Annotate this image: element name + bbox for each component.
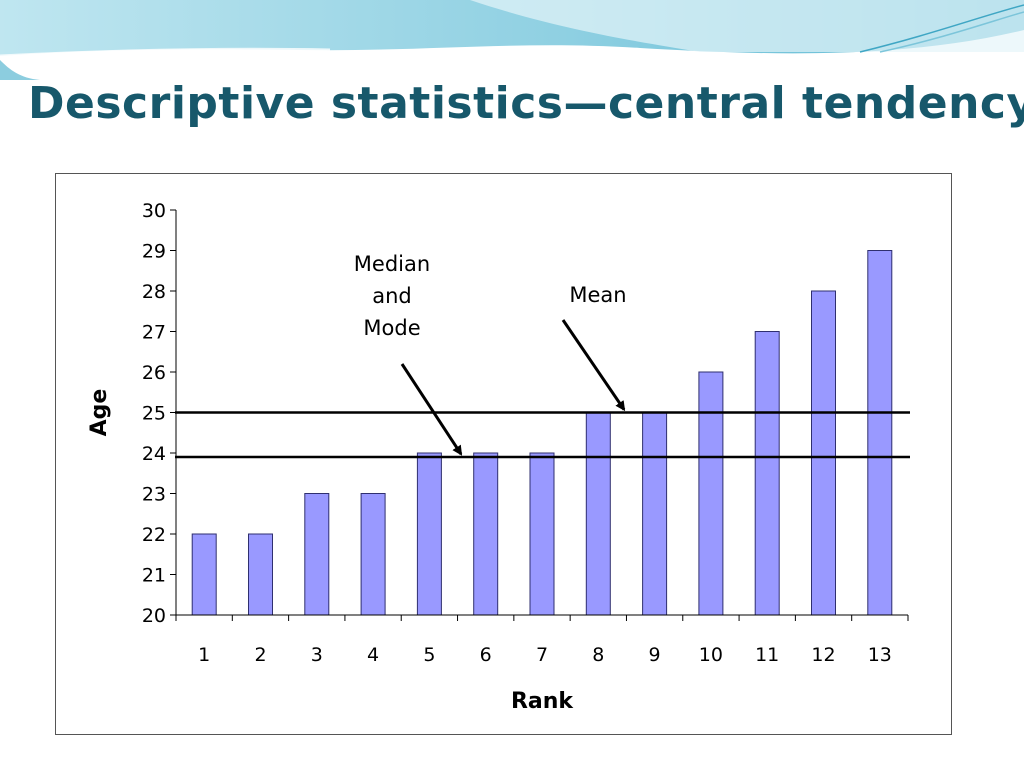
y-tick-label-28: 28 xyxy=(142,281,166,303)
x-tick-label-7: 7 xyxy=(536,644,548,666)
y-tick-label-26: 26 xyxy=(142,362,166,384)
y-tick-label-21: 21 xyxy=(142,565,166,587)
bar-rank-1 xyxy=(191,533,217,616)
x-tick-label-13: 13 xyxy=(868,644,892,666)
x-tick-label-1: 1 xyxy=(198,644,210,666)
bar-rank-8 xyxy=(585,412,611,616)
bar-rank-4 xyxy=(360,493,386,616)
annotation-arrow-mean xyxy=(561,319,626,412)
x-tick-label-6: 6 xyxy=(480,644,492,666)
annotation-median-and-mode-line-2: and xyxy=(372,284,412,308)
x-tick-label-9: 9 xyxy=(649,644,661,666)
y-tick-label-27: 27 xyxy=(142,322,166,344)
x-tick-label-10: 10 xyxy=(699,644,723,666)
bars-group xyxy=(191,250,893,616)
y-tick-label-25: 25 xyxy=(142,403,166,425)
bar-rank-11 xyxy=(754,331,780,616)
x-tick-label-2: 2 xyxy=(254,644,266,666)
reference-lines-group xyxy=(175,411,910,459)
chart-frame: 20 21 22 23 24 25 26 27 28 29 30 1 2 3 4 5 6 7 8 9 10 11 12 13 R… xyxy=(55,173,952,735)
slide-title: Descriptive statistics—central tendency xyxy=(28,78,1024,129)
y-tick-label-29: 29 xyxy=(142,241,166,263)
x-tick-label-8: 8 xyxy=(592,644,604,666)
x-axis-title: Rank xyxy=(511,689,574,714)
y-axis-title: Age xyxy=(87,389,112,437)
annotation-median-and-mode-line-3: Mode xyxy=(363,316,420,340)
bar-rank-12 xyxy=(811,290,836,616)
y-tick-label-30: 30 xyxy=(142,200,166,222)
annotation-arrow-median-and-mode xyxy=(400,363,463,456)
x-tick-label-12: 12 xyxy=(811,644,835,666)
bar-rank-13 xyxy=(867,250,893,616)
x-tick-label-11: 11 xyxy=(755,644,779,666)
bar-rank-6 xyxy=(473,452,499,616)
y-tick-label-20: 20 xyxy=(142,605,166,627)
bar-rank-9 xyxy=(642,412,668,616)
x-tick-label-3: 3 xyxy=(311,644,323,666)
bar-rank-7 xyxy=(529,452,555,616)
annotations-group: Median and Mode Mean xyxy=(354,252,627,456)
x-tick-label-5: 5 xyxy=(423,644,435,666)
y-tick-label-22: 22 xyxy=(142,524,166,546)
y-tick-label-24: 24 xyxy=(142,443,166,465)
bar-rank-3 xyxy=(304,493,330,616)
header-wave-banner xyxy=(0,0,1024,80)
y-tick-label-23: 23 xyxy=(142,484,166,506)
x-tick-label-4: 4 xyxy=(367,644,379,666)
annotation-mean-line-1: Mean xyxy=(569,283,626,307)
bar-rank-5 xyxy=(416,452,442,616)
annotation-median-and-mode-line-1: Median xyxy=(354,252,430,276)
bar-rank-2 xyxy=(248,533,273,616)
bar-rank-10 xyxy=(698,371,724,616)
